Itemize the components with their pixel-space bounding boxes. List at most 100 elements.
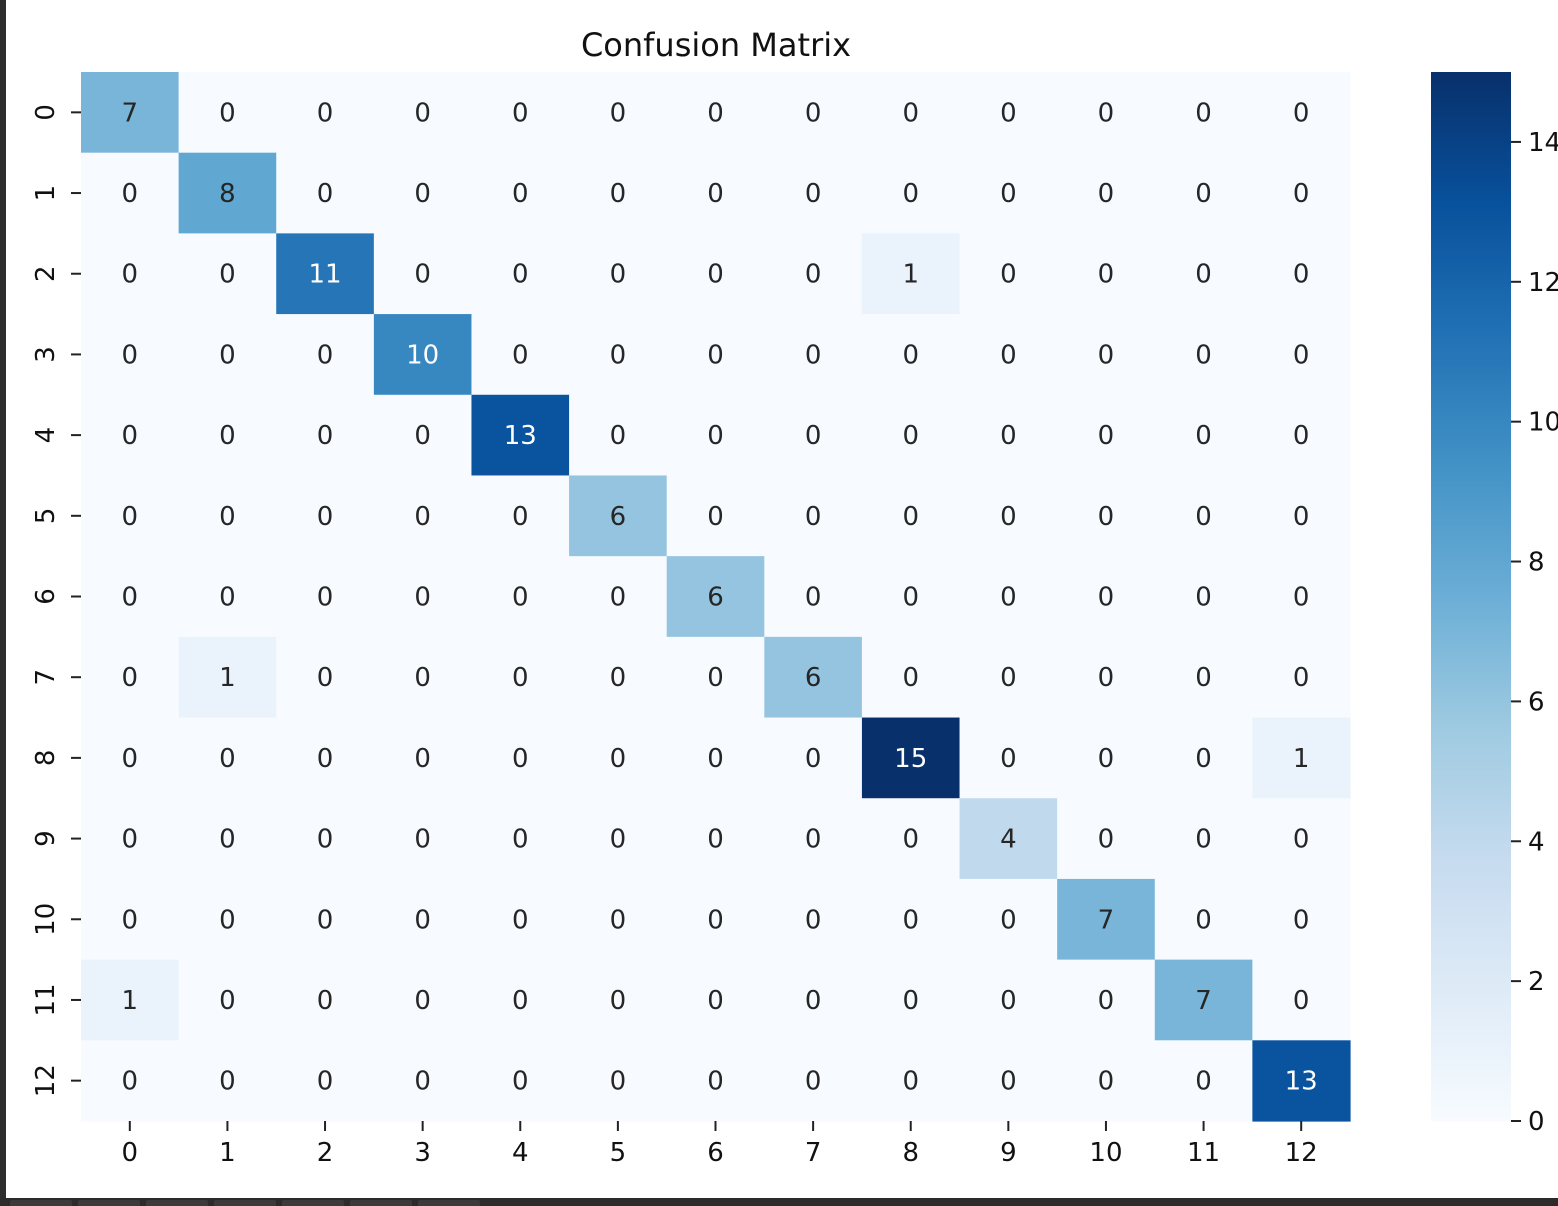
cell-value-label: 0	[902, 98, 919, 128]
cell-value-label: 0	[1195, 583, 1212, 613]
taskbar-tab[interactable]	[282, 1200, 344, 1206]
window-edge-bottom	[0, 1198, 1558, 1206]
cell-value-label: 0	[610, 260, 627, 290]
cell-value-label: 0	[317, 340, 334, 370]
cell-value-label: 0	[610, 98, 627, 128]
heatmap-cell	[471, 314, 570, 396]
cell-value-label: 0	[512, 744, 529, 774]
taskbar-tab[interactable]	[10, 1200, 72, 1206]
cell-value-label: 7	[1098, 905, 1115, 935]
cell-value-label: 0	[317, 583, 334, 613]
cell-value-label: 0	[219, 98, 236, 128]
cell-value-label: 0	[317, 905, 334, 935]
heatmap-cells	[81, 72, 1351, 1122]
heatmap-cell	[666, 636, 765, 719]
heatmap-cell	[178, 394, 277, 477]
heatmap-cell	[1154, 717, 1253, 799]
cell-value-label: 0	[1098, 421, 1115, 451]
taskbar-tab[interactable]	[214, 1200, 276, 1206]
cell-value-label: 0	[1098, 663, 1115, 693]
x-tick-label: 7	[805, 1138, 822, 1168]
cell-value-label: 0	[805, 502, 822, 532]
heatmap-cell	[1252, 233, 1351, 315]
heatmap-cell	[373, 72, 473, 154]
cell-value-label: 0	[1000, 179, 1017, 209]
cell-value-label: 15	[894, 744, 927, 774]
cell-value-label: 0	[219, 986, 236, 1016]
cell-value-label: 0	[1098, 260, 1115, 290]
cell-value-label: 0	[707, 98, 724, 128]
cell-value-label: 0	[414, 663, 431, 693]
taskbar-tab[interactable]	[78, 1200, 140, 1206]
cell-value-label: 0	[902, 583, 919, 613]
heatmap-cell	[959, 152, 1058, 234]
heatmap-cell	[959, 798, 1058, 880]
cell-value-label: 0	[1098, 825, 1115, 855]
heatmap-cell	[959, 475, 1058, 557]
heatmap-cell	[959, 636, 1058, 719]
heatmap-cell	[1057, 717, 1156, 799]
cell-value-label: 1	[219, 663, 236, 693]
x-tick-label: 12	[1285, 1138, 1318, 1168]
heatmap-cell	[178, 1040, 277, 1122]
taskbar-tab[interactable]	[146, 1200, 208, 1206]
heatmap-cell	[178, 878, 277, 961]
heatmap-cell	[373, 394, 473, 477]
cell-value-label: 0	[512, 340, 529, 370]
heatmap-cell	[666, 798, 765, 880]
heatmap-cell	[81, 394, 180, 477]
heatmap-cell	[1057, 394, 1156, 477]
cell-value-label: 0	[1098, 744, 1115, 774]
cell-value-label: 0	[610, 663, 627, 693]
cell-value-label: 0	[1000, 663, 1017, 693]
cell-value-label: 0	[512, 583, 529, 613]
cell-value-label: 0	[1293, 98, 1310, 128]
heatmap-cell	[764, 314, 863, 396]
heatmap-cell	[1057, 72, 1156, 154]
cell-value-label: 7	[122, 98, 139, 128]
cell-value-label: 11	[308, 260, 341, 290]
heatmap-cell	[1154, 152, 1253, 234]
cell-value-label: 0	[1000, 340, 1017, 370]
taskbar-tab[interactable]	[350, 1200, 412, 1206]
cell-value-label: 0	[1098, 98, 1115, 128]
heatmap-cell	[471, 394, 570, 477]
heatmap-cell	[373, 798, 473, 880]
cell-value-label: 0	[1293, 340, 1310, 370]
heatmap-cell	[276, 717, 375, 799]
cell-value-label: 0	[122, 502, 139, 532]
cell-value-label: 0	[414, 905, 431, 935]
heatmap-cell	[178, 314, 277, 396]
heatmap-cell	[81, 72, 180, 154]
cell-value-label: 0	[414, 583, 431, 613]
cell-value-label: 0	[707, 905, 724, 935]
colorbar-tick-label: 4	[1528, 827, 1545, 857]
heatmap-cell	[373, 959, 473, 1041]
heatmap-cell	[666, 717, 765, 799]
cell-value-label: 0	[1293, 583, 1310, 613]
cell-value-label: 0	[902, 1067, 919, 1097]
cell-value-label: 0	[317, 986, 334, 1016]
cell-value-label: 0	[317, 663, 334, 693]
cell-value-label: 0	[1098, 340, 1115, 370]
cell-value-label: 0	[902, 986, 919, 1016]
taskbar-tab[interactable]	[418, 1200, 480, 1206]
heatmap-cell	[666, 475, 765, 557]
heatmap-cell	[666, 556, 765, 638]
heatmap-cell	[959, 1040, 1058, 1122]
colorbar-tick-label: 0	[1528, 1107, 1545, 1137]
heatmap-cell	[569, 798, 668, 880]
y-tick-label: 0	[31, 104, 61, 121]
heatmap-cell	[861, 636, 961, 719]
heatmap-cell	[1154, 636, 1253, 719]
heatmap-cell	[471, 959, 570, 1041]
cell-value-label: 0	[1000, 98, 1017, 128]
heatmap-cell	[276, 798, 375, 880]
heatmap-cell	[1154, 798, 1253, 880]
cell-value-label: 0	[219, 340, 236, 370]
cell-value-label: 0	[122, 179, 139, 209]
colorbar-tick-label: 10	[1528, 408, 1558, 438]
heatmap-cell	[178, 72, 277, 154]
heatmap-cell	[471, 636, 570, 719]
heatmap-cell	[1154, 72, 1253, 154]
